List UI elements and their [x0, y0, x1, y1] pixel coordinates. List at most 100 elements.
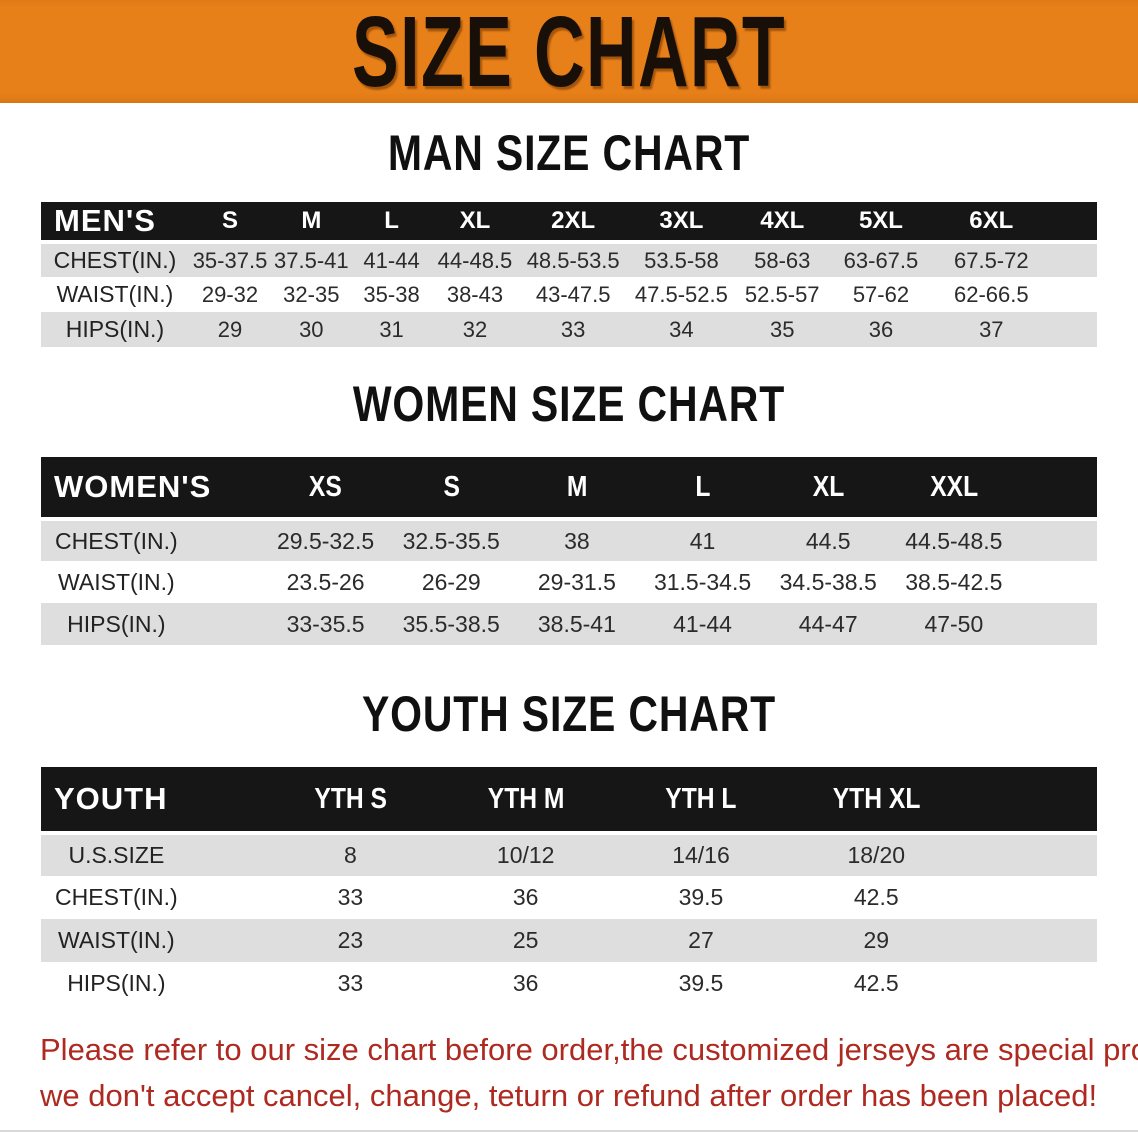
measurement-row: HIPS(IN.) 29 30 31 32 33 34 35 36 37	[41, 312, 1097, 347]
size-column-label: YTH M	[487, 782, 565, 815]
footer-notice: Please refer to our size chart before or…	[40, 1027, 1138, 1119]
size-column-label: M	[301, 207, 322, 234]
filler-cell	[1017, 519, 1097, 561]
women-section-heading: WOMEN SIZE CHART	[352, 376, 786, 432]
size-column-label: YTH L	[665, 782, 737, 815]
measurement-cell: 38-43	[446, 281, 504, 307]
measurement-cell: 29-32	[201, 281, 259, 307]
measurement-cell: 30	[299, 316, 324, 342]
size-column-label: L	[384, 207, 399, 234]
measurement-cell: 32.5-35.5	[402, 527, 500, 554]
measurement-cell: 57-62	[852, 281, 910, 307]
women-size-section: WOMEN SIZE CHART WOMEN'S XS S M L XL XXL CHES…	[0, 347, 1138, 645]
measurement-row: WAIST(IN.) 23 25 27 29	[41, 919, 1097, 962]
filler-cell	[1016, 457, 1097, 521]
youth-size-table: YOUTH YTH S YTH M YTH L YTH XL U.S.SIZE 8 10/…	[41, 767, 1097, 1005]
row-label: HIPS(IN.)	[67, 610, 166, 637]
men-section-heading: MAN SIZE CHART	[387, 125, 751, 181]
size-column-label: 6XL	[969, 207, 1014, 234]
measurement-cell: 31.5-34.5	[653, 568, 752, 595]
size-column-header: YTH S	[262, 767, 439, 835]
measurement-cell: 33	[337, 970, 364, 996]
measurement-cell: 38.5-41	[537, 610, 616, 637]
measurement-cell: 36	[868, 316, 894, 342]
measurement-cell: 63-67.5	[843, 247, 919, 273]
measurement-cell: 38	[564, 527, 590, 554]
measurement-cell: 41-44	[363, 247, 420, 273]
size-column-header: YTH M	[438, 767, 614, 835]
size-column-header: XS	[262, 457, 389, 521]
measurement-cell: 58-63	[754, 247, 811, 273]
row-label: WAIST(IN.)	[56, 281, 174, 307]
measurement-cell: 52.5-57	[744, 281, 820, 307]
measurement-cell: 39.5	[678, 970, 724, 996]
size-column-header: XL	[431, 202, 519, 244]
measurement-cell: 26-29	[421, 568, 481, 595]
size-column-header: 3XL	[628, 202, 735, 244]
size-column-label: YTH S	[314, 782, 387, 815]
measurement-cell: 25	[512, 927, 539, 953]
measurement-cell: 23.5-26	[286, 568, 365, 595]
measurement-row: HIPS(IN.) 33 36 39.5 42.5	[41, 962, 1097, 1005]
size-column-label: 2XL	[551, 207, 596, 234]
youth-corner-label: YOUTH	[41, 767, 263, 835]
size-column-header: L	[639, 457, 766, 521]
measurement-cell: 42.5	[853, 884, 899, 910]
filler-cell	[1050, 277, 1097, 312]
measurement-cell: 38.5-42.5	[905, 568, 1003, 595]
measurement-cell: 35-38	[363, 281, 420, 307]
measurement-cell: 33-35.5	[286, 610, 365, 637]
row-label: CHEST(IN.)	[53, 247, 177, 273]
banner: SIZE CHART	[0, 0, 1138, 103]
measurement-cell: 32	[462, 316, 488, 342]
size-column-header: 4XL	[734, 202, 830, 244]
filler-cell	[1050, 202, 1097, 244]
measurement-cell: 47.5-52.5	[634, 281, 728, 307]
women-header-row: WOMEN'S XS S M L XL XXL	[41, 457, 1097, 521]
measurement-cell: 32-35	[283, 281, 340, 307]
youth-size-section: YOUTH SIZE CHART YOUTH YTH S YTH M YTH L YT…	[0, 645, 1138, 1005]
men-corner-label: MEN'S	[41, 202, 189, 244]
size-column-header: 5XL	[829, 202, 933, 244]
size-column-label: YTH XL	[832, 782, 921, 815]
measurement-row: HIPS(IN.) 33-35.5 35.5-38.5 38.5-41 41-44 44-…	[41, 603, 1097, 645]
measurement-cell: 44-47	[798, 610, 858, 637]
measurement-row: WAIST(IN.) 23.5-26 26-29 29-31.5 31.5-34.5 34…	[41, 561, 1097, 603]
row-label: CHEST(IN.)	[55, 884, 178, 910]
size-column-header: M	[514, 457, 640, 521]
measurement-cell: 39.5	[678, 884, 724, 910]
measurement-cell: 41-44	[673, 610, 732, 637]
size-column-header: YTH XL	[788, 767, 964, 835]
men-size-section: MAN SIZE CHART MEN'S S M L XL 2XL 3XL 4XL 5XL 6X…	[0, 103, 1138, 347]
measurement-cell: 67.5-72	[953, 247, 1029, 273]
measurement-cell: 27	[688, 927, 714, 953]
size-column-label: L	[695, 470, 711, 503]
men-size-table: MEN'S S M L XL 2XL 3XL 4XL 5XL 6XL CHEST(IN.) 35-…	[41, 202, 1097, 347]
youth-section-heading: YOUTH SIZE CHART	[361, 686, 777, 742]
size-column-label: S	[443, 470, 460, 503]
filler-cell	[963, 767, 1097, 835]
page-title: SIZE CHART	[352, 0, 786, 108]
measurement-row: CHEST(IN.) 35-37.5 37.5-41 41-44 44-48.5 48.5…	[41, 242, 1097, 277]
measurement-cell: 43-47.5	[535, 281, 611, 307]
measurement-cell: 31	[379, 316, 404, 342]
men-header-row: MEN'S S M L XL 2XL 3XL 4XL 5XL 6XL	[41, 202, 1097, 244]
size-column-header: 6XL	[932, 202, 1051, 244]
row-label: U.S.SIZE	[68, 842, 165, 868]
measurement-cell: 44-48.5	[437, 247, 513, 273]
filler-cell	[1017, 561, 1097, 603]
size-column-label: 5XL	[858, 207, 903, 234]
measurement-cell: 29	[217, 316, 243, 342]
measurement-cell: 35.5-38.5	[402, 610, 500, 637]
filler-cell	[964, 876, 1097, 919]
measurement-cell: 14/16	[672, 842, 730, 868]
filler-cell	[964, 833, 1097, 876]
size-column-label: 4XL	[760, 207, 805, 234]
measurement-cell: 35	[769, 316, 795, 342]
filler-cell	[964, 962, 1097, 1005]
measurement-cell: 29-31.5	[537, 568, 616, 595]
size-column-header: YTH L	[613, 767, 789, 835]
women-size-table: WOMEN'S XS S M L XL XXL CHEST(IN.) 29.5-32.5 32…	[41, 457, 1097, 645]
measurement-cell: 48.5-53.5	[526, 247, 620, 273]
